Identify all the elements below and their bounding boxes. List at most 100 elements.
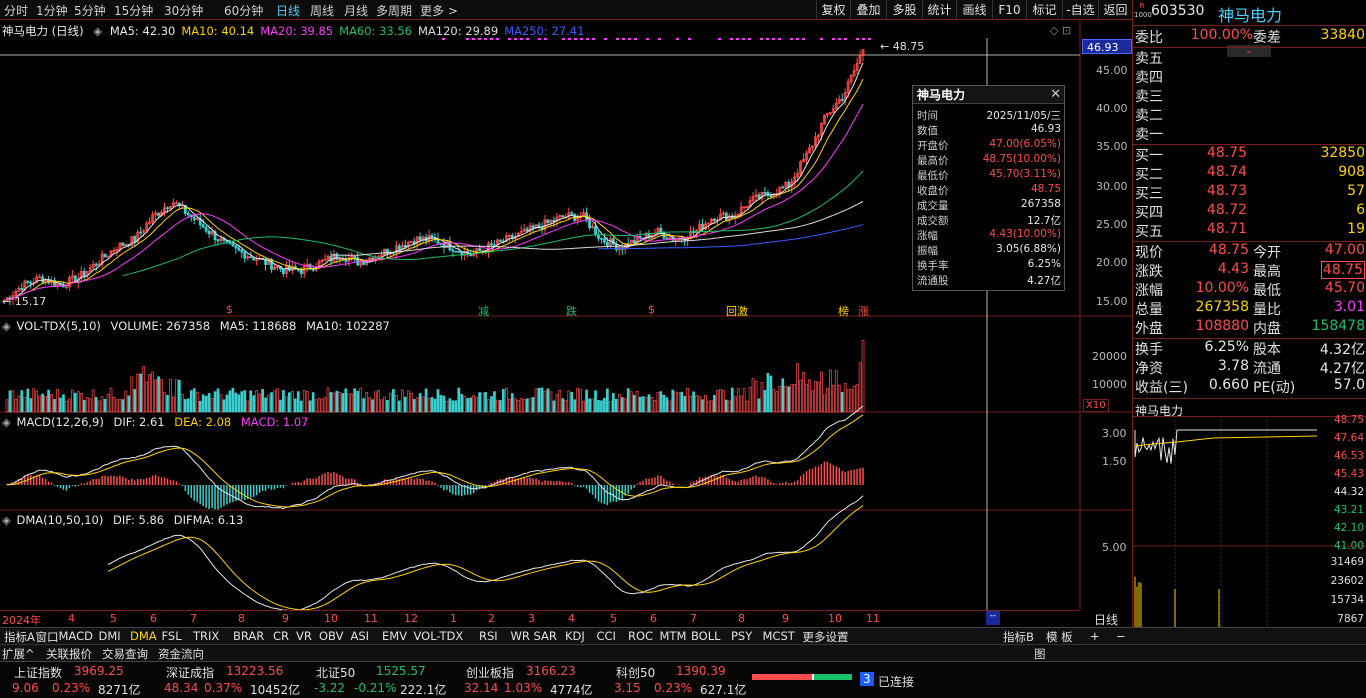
- extension-tab[interactable]: 资金流向: [158, 647, 204, 661]
- chart-marker[interactable]: $: [226, 303, 233, 316]
- toolbar-button-8[interactable]: 返回: [1098, 0, 1132, 20]
- chart-marker[interactable]: 跌: [566, 305, 577, 318]
- indicator-tab[interactable]: TRIX: [193, 629, 220, 643]
- indicator-tab[interactable]: 更多: [802, 630, 826, 644]
- chart-marker[interactable]: 涨: [858, 305, 869, 318]
- toolbar-button-7[interactable]: -自选: [1062, 0, 1098, 20]
- chart-controls-icon[interactable]: ◇ ⊡: [1050, 24, 1072, 37]
- chart-marker[interactable]: 榜: [838, 305, 849, 318]
- period-tab-9[interactable]: 多周期: [376, 4, 413, 18]
- period-tab-7[interactable]: 周线: [310, 4, 335, 18]
- indicator-tab[interactable]: WR: [510, 629, 530, 643]
- buy-level-row[interactable]: 买一 48.75 32850: [1133, 145, 1366, 164]
- tooltip-key: 最低价: [917, 170, 949, 182]
- chart-title[interactable]: 神马电力 (日线): [2, 24, 84, 38]
- sell-level-row[interactable]: 卖二: [1133, 105, 1366, 124]
- toolbar-button-4[interactable]: 画线: [956, 0, 992, 20]
- period-tab-2[interactable]: 5分钟: [74, 4, 106, 18]
- volume-bar: [585, 389, 588, 413]
- indicator-tab[interactable]: SAR: [533, 629, 557, 643]
- buy-level-row[interactable]: 买五 48.71 19: [1133, 221, 1366, 240]
- sell-level-row[interactable]: 卖一: [1133, 124, 1366, 143]
- indicator-tab-right[interactable]: +: [1090, 629, 1100, 643]
- chart-marker[interactable]: 回激: [726, 305, 748, 318]
- buy-level-row[interactable]: 买四 48.72 6: [1133, 202, 1366, 221]
- index-name[interactable]: 科创50: [616, 666, 656, 680]
- candle-body: [451, 249, 455, 252]
- vol-title[interactable]: VOL-TDX(5,10): [16, 319, 101, 333]
- indicator-tab[interactable]: CR: [273, 629, 290, 643]
- close-icon[interactable]: ✕: [1050, 87, 1061, 102]
- chevron-icon[interactable]: ◈: [93, 24, 103, 38]
- indicator-tab-right[interactable]: −: [1116, 629, 1126, 643]
- index-name[interactable]: 上证指数: [14, 666, 63, 680]
- indicator-tab[interactable]: BOLL: [691, 629, 721, 643]
- index-name[interactable]: 创业板指: [466, 666, 515, 680]
- sell-level-row[interactable]: 卖五: [1133, 48, 1366, 67]
- period-tab-10[interactable]: 更多 >: [420, 4, 458, 18]
- indicator-tab[interactable]: BRAR: [233, 629, 265, 643]
- indicator-tab-right[interactable]: 指标B: [1003, 630, 1034, 644]
- chart-marker[interactable]: 减: [478, 305, 489, 318]
- extension-tab[interactable]: 关联报价: [46, 647, 92, 661]
- time-axis-label: 8: [738, 612, 745, 625]
- indicator-tab[interactable]: VOL-TDX: [413, 629, 464, 643]
- sell-level-row[interactable]: 卖四: [1133, 67, 1366, 86]
- indicator-tab[interactable]: ASI: [350, 629, 370, 643]
- toolbar-button-6[interactable]: 标记: [1026, 0, 1062, 20]
- indicator-tab[interactable]: RSI: [479, 629, 498, 643]
- sell-level-row[interactable]: 卖三: [1133, 86, 1366, 105]
- connection-status[interactable]: 已连接: [878, 675, 915, 689]
- period-tab-3[interactable]: 15分钟: [114, 4, 154, 18]
- period-tab-1[interactable]: 1分钟: [36, 4, 68, 18]
- extension-tab[interactable]: 扩展^: [2, 647, 35, 661]
- toolbar-button-1[interactable]: 叠加: [850, 0, 886, 20]
- index-name[interactable]: 深证成指: [166, 666, 215, 680]
- toolbar-button-2[interactable]: 多股: [886, 0, 922, 20]
- period-tab-4[interactable]: 30分钟: [164, 4, 204, 18]
- period-tab-5[interactable]: 60分钟: [224, 4, 264, 18]
- collapse-chevron-icon[interactable]: ⌄: [1227, 45, 1271, 57]
- indicator-tab[interactable]: 窗口: [35, 630, 59, 644]
- period-tab-0[interactable]: 分时: [4, 4, 29, 18]
- indicator-tab[interactable]: KDJ: [565, 629, 585, 643]
- stock-name[interactable]: 神马电力: [1218, 6, 1283, 25]
- chevron-icon[interactable]: ◈: [2, 513, 11, 527]
- buy-level-row[interactable]: 买二 48.74 908: [1133, 164, 1366, 183]
- dma-title[interactable]: DMA(10,50,10): [16, 513, 104, 527]
- indicator-tab[interactable]: PSY: [731, 629, 753, 643]
- toolbar-button-3[interactable]: 统计: [922, 0, 956, 20]
- indicator-tab[interactable]: FSL: [161, 629, 182, 643]
- indicator-tab[interactable]: OBV: [319, 629, 344, 643]
- indicator-tab[interactable]: DMI: [98, 629, 121, 643]
- chart-marker[interactable]: $: [648, 303, 655, 316]
- buy-level-row[interactable]: 买三 48.73 57: [1133, 183, 1366, 202]
- toolbar-button-0[interactable]: 复权: [816, 0, 850, 20]
- index-name[interactable]: 北证50: [316, 666, 356, 680]
- period-tab-6[interactable]: 日线: [276, 4, 301, 18]
- chevron-icon[interactable]: ◈: [2, 319, 11, 333]
- indicator-tab[interactable]: MTM: [659, 629, 687, 643]
- chevron-icon[interactable]: ◈: [2, 415, 11, 429]
- extension-tab[interactable]: 交易查询: [102, 647, 148, 661]
- indicator-tab[interactable]: DMA: [130, 629, 157, 643]
- signal-dot: [748, 38, 751, 40]
- indicator-tab[interactable]: 指标A: [4, 630, 35, 644]
- indicator-tab[interactable]: MACD: [58, 629, 93, 643]
- indicator-tab[interactable]: MCST: [762, 629, 795, 643]
- indicator-tab[interactable]: EMV: [382, 629, 408, 643]
- period-label[interactable]: 日线: [1094, 613, 1119, 627]
- indicator-tab-right[interactable]: 模 板: [1046, 630, 1073, 644]
- chart-toggle-button[interactable]: 图: [1034, 647, 1046, 661]
- indicator-tab[interactable]: VR: [296, 629, 312, 643]
- macd-title[interactable]: MACD(12,26,9): [16, 415, 104, 429]
- toolbar-button-5[interactable]: F10: [992, 0, 1026, 20]
- indicator-tab[interactable]: CCI: [596, 629, 616, 643]
- indicator-tab[interactable]: ROC: [628, 629, 654, 643]
- period-tab-8[interactable]: 月线: [344, 4, 369, 18]
- kline-chart-area[interactable]: [0, 20, 1132, 627]
- indicator-tab[interactable]: 设置: [825, 630, 849, 644]
- quote-value: 108880: [1195, 318, 1249, 334]
- candle-body: [606, 241, 609, 247]
- sell-level-label: 卖五: [1135, 51, 1163, 67]
